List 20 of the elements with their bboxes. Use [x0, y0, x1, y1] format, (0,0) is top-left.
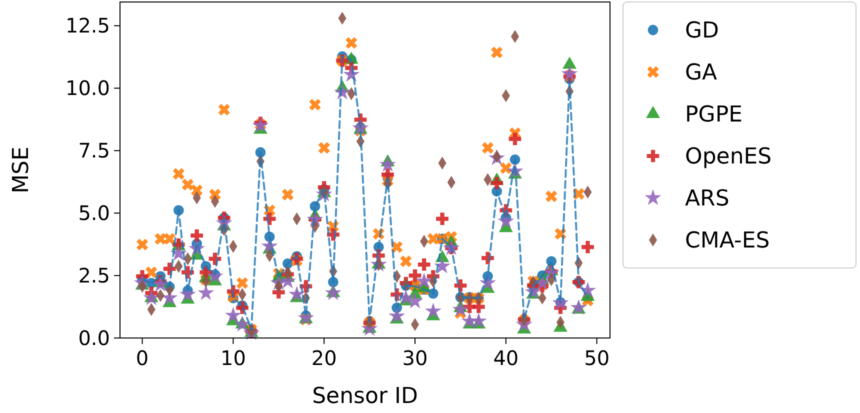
y-tick-label: 5.0 [78, 201, 110, 226]
x-tick-label: 50 [584, 346, 610, 370]
y-tick-label: 10.0 [65, 76, 110, 100]
legend-label: GD [685, 18, 719, 44]
legend-label: CMA-ES [685, 228, 770, 254]
legend-label: PGPE [685, 102, 742, 128]
x-axis-title: Sensor ID [312, 384, 418, 409]
legend-label: OpenES [685, 144, 772, 170]
legend-label: ARS [685, 186, 730, 212]
y-tick-label: 12.5 [65, 14, 110, 38]
y-tick-label: 0.0 [78, 326, 110, 350]
x-tick-label: 30 [402, 346, 428, 370]
x-tick-label: 40 [493, 346, 519, 370]
x-tick-label: 10 [220, 346, 246, 370]
legend-label: GA [685, 60, 718, 86]
y-tick-label: 7.5 [78, 138, 110, 163]
x-tick-label: 0 [136, 346, 149, 370]
x-tick-label: 20 [311, 346, 337, 370]
y-axis-title: MSE [9, 146, 34, 194]
y-tick-label: 2.5 [78, 264, 110, 288]
